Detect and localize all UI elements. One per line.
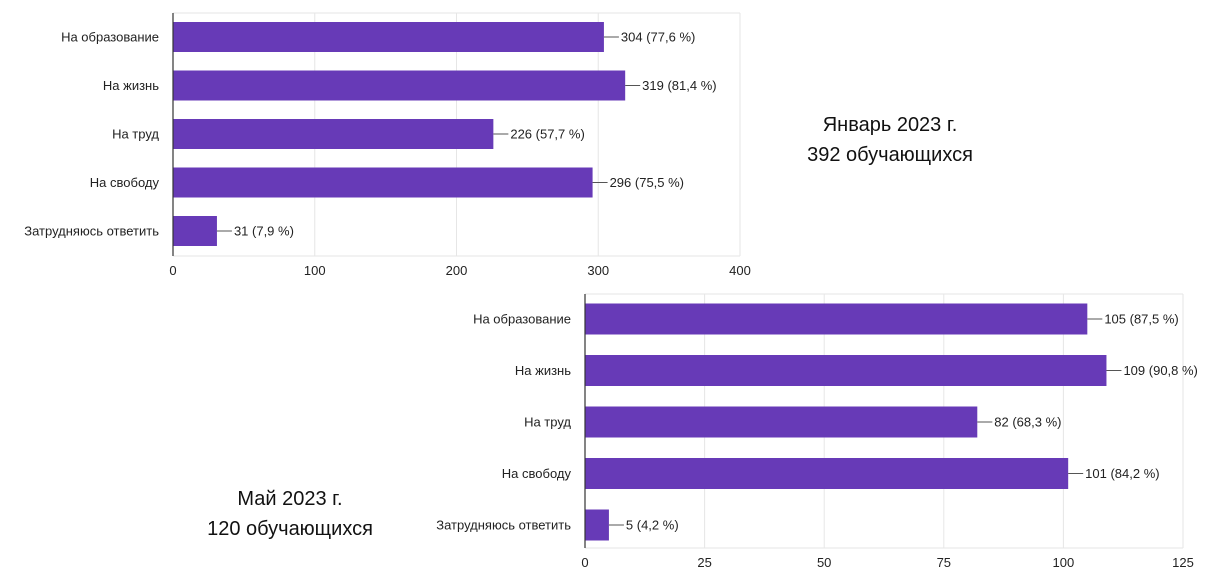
caption-january-period: Январь 2023 г. (822, 114, 958, 136)
bar (585, 303, 1088, 335)
bar (173, 22, 604, 52)
bar (173, 70, 626, 101)
x-tick-label: 100 (304, 263, 326, 278)
category-label: Затрудняюсь ответить (24, 224, 159, 239)
bar (585, 406, 978, 438)
category-label: На жизнь (103, 78, 159, 93)
x-tick-label: 300 (587, 263, 609, 278)
bar (585, 458, 1069, 489)
x-tick-label: 125 (1172, 555, 1194, 570)
x-tick-label: 0 (169, 263, 176, 278)
category-label: На труд (524, 415, 571, 430)
category-label: На жизнь (515, 363, 571, 378)
data-label: 226 (57,7 %) (510, 127, 584, 142)
bar (173, 119, 494, 149)
x-tick-label: 100 (1053, 555, 1075, 570)
caption-january-2023: Январь 2023 г. 392 обучающихся (735, 110, 1045, 170)
data-label: 304 (77,6 %) (621, 30, 695, 45)
caption-january-count: 392 обучающихся (807, 144, 973, 166)
data-label: 101 (84,2 %) (1085, 466, 1159, 481)
data-label: 109 (90,8 %) (1123, 363, 1197, 378)
x-tick-label: 0 (581, 555, 588, 570)
caption-may-count: 120 обучающихся (207, 518, 373, 540)
x-tick-label: 25 (697, 555, 711, 570)
category-label: Затрудняюсь ответить (436, 518, 571, 533)
category-label: На свободу (502, 466, 572, 481)
category-label: На образование (61, 30, 159, 45)
x-tick-label: 75 (937, 555, 951, 570)
data-label: 105 (87,5 %) (1104, 312, 1178, 327)
category-label: На свободу (90, 175, 160, 190)
category-label: На образование (473, 312, 571, 327)
x-tick-label: 400 (729, 263, 751, 278)
data-label: 319 (81,4 %) (642, 78, 716, 93)
data-label: 82 (68,3 %) (994, 415, 1061, 430)
bar (585, 355, 1107, 386)
data-label: 31 (7,9 %) (234, 224, 294, 239)
bar (173, 167, 593, 198)
x-tick-label: 200 (446, 263, 468, 278)
x-tick-label: 50 (817, 555, 831, 570)
category-label: На труд (112, 127, 159, 142)
data-label: 5 (4,2 %) (626, 518, 679, 533)
caption-may-2023: Май 2023 г. 120 обучающихся (135, 484, 445, 544)
caption-may-period: Май 2023 г. (237, 488, 343, 510)
bar (173, 216, 217, 246)
bar (585, 509, 609, 541)
data-label: 296 (75,5 %) (610, 175, 684, 190)
